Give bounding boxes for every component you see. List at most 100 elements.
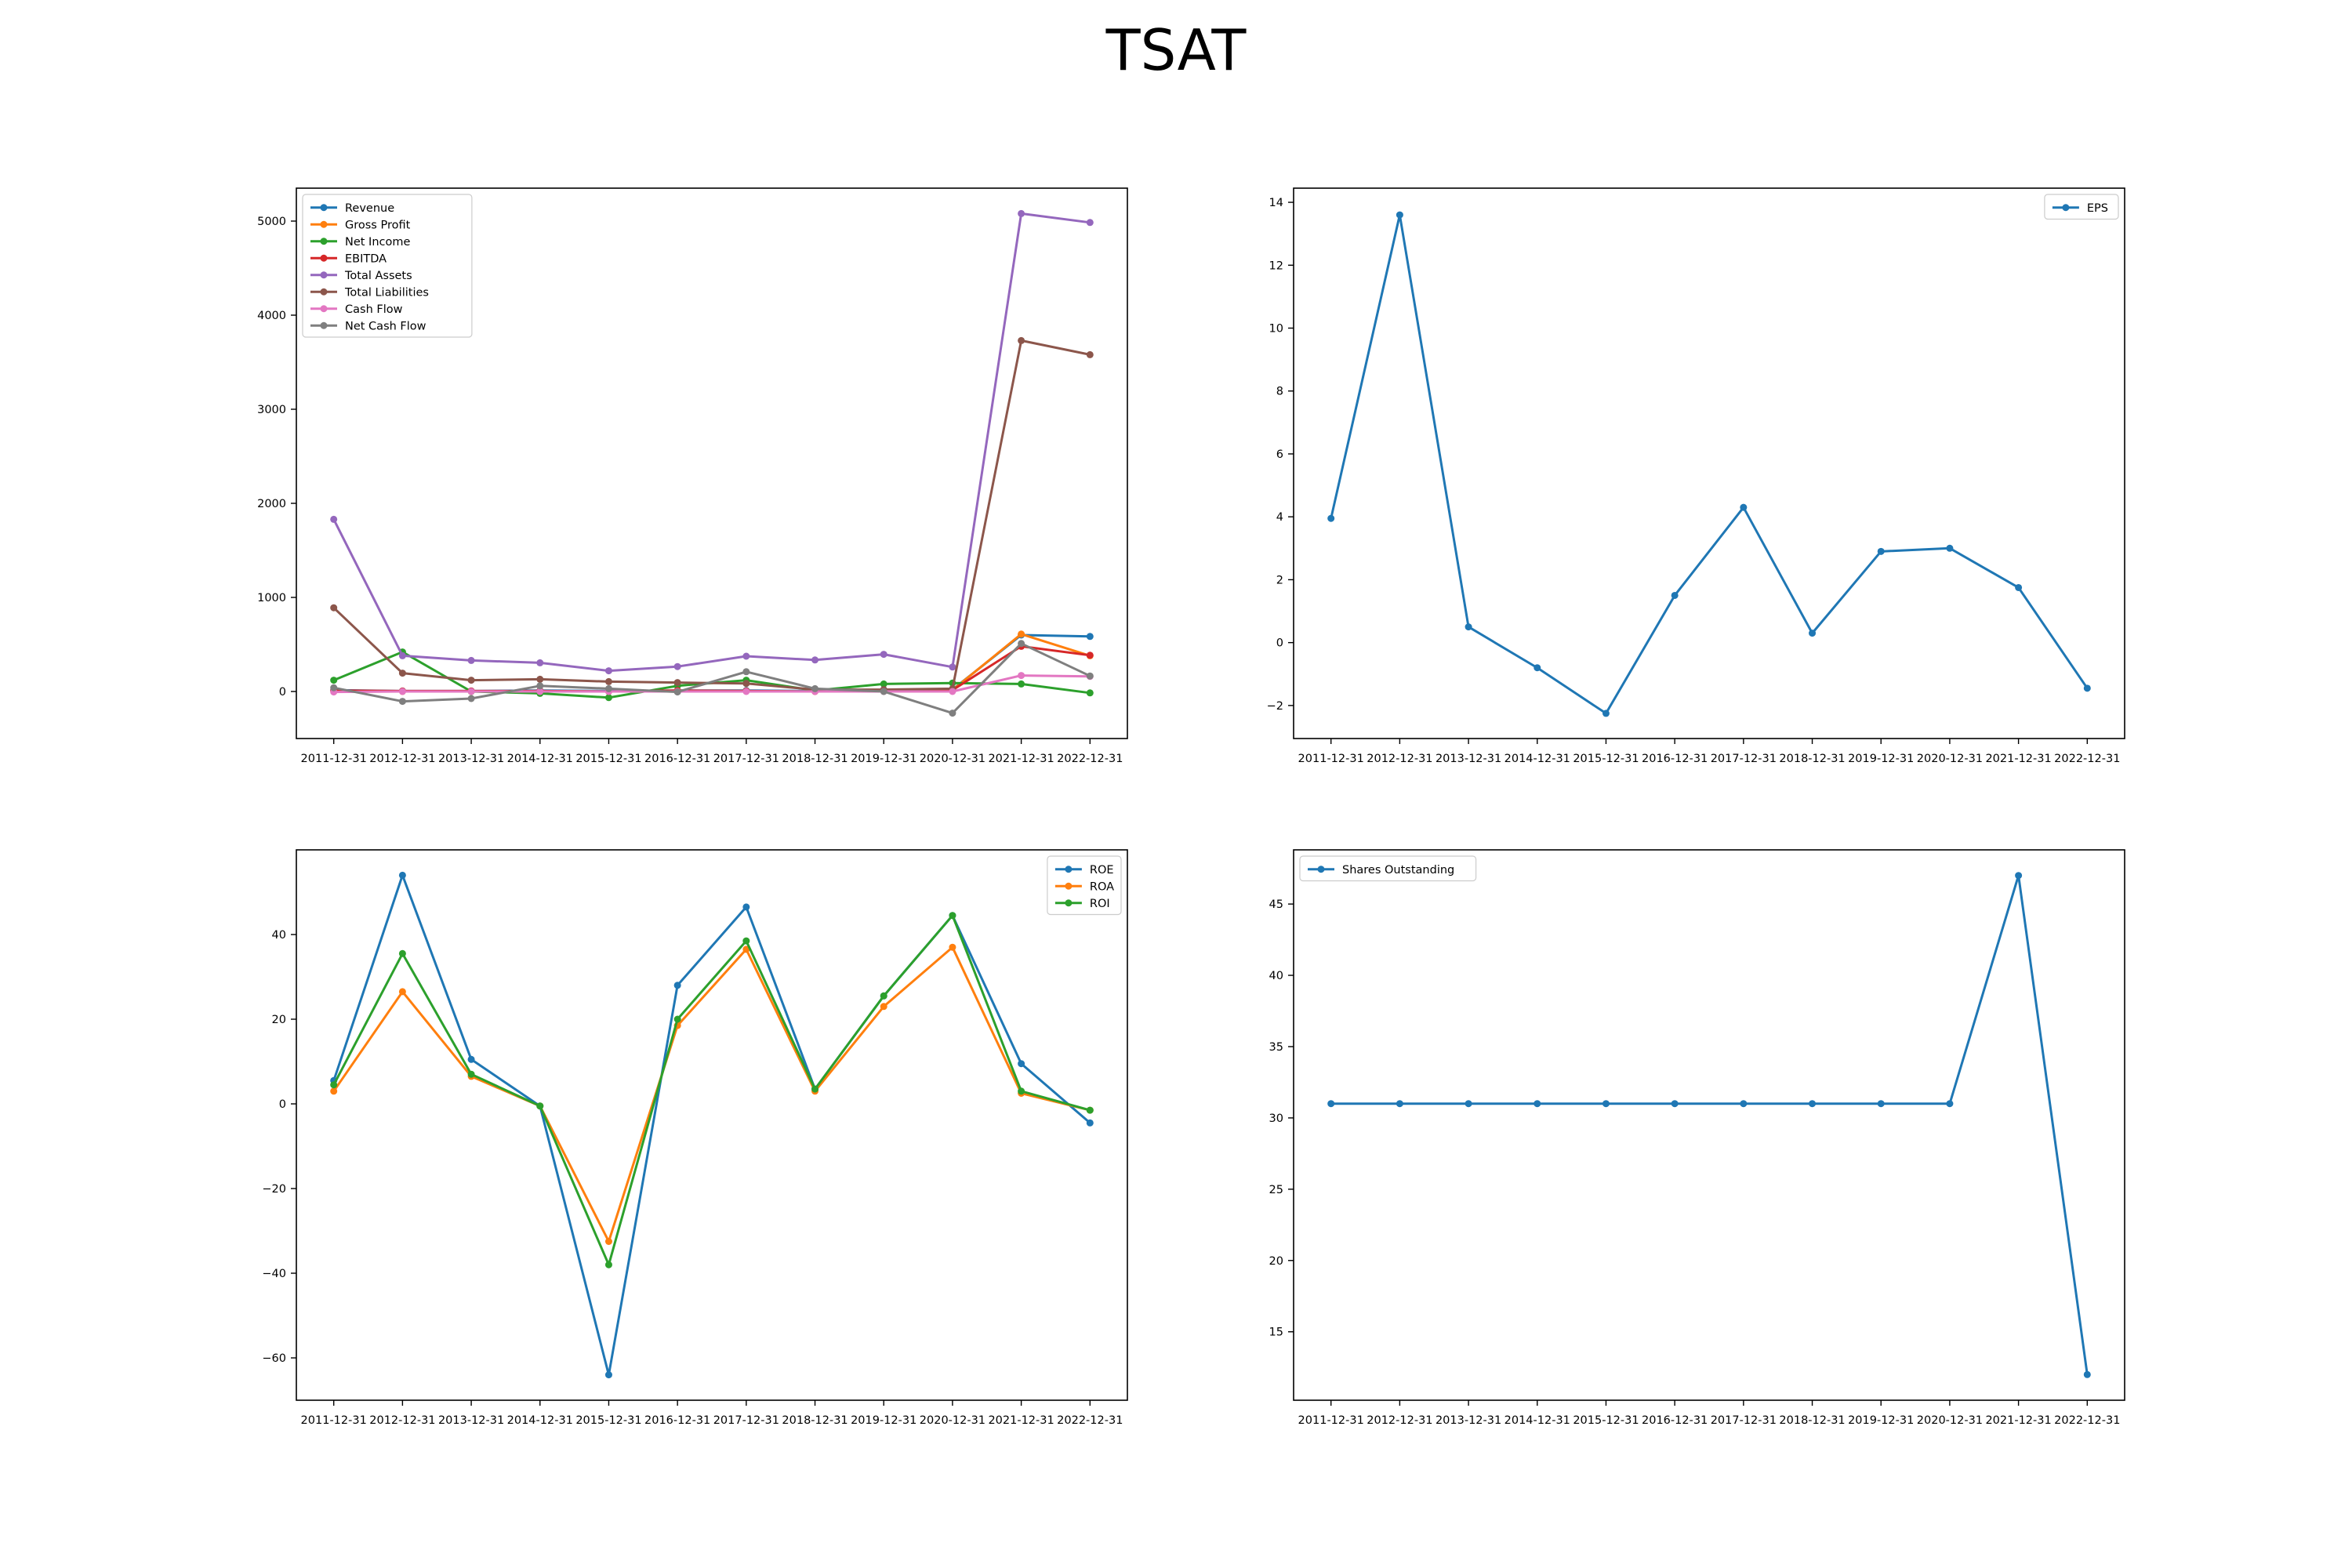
legend-marker-total-liabilities bbox=[320, 288, 328, 296]
legend-label-eps: EPS bbox=[2087, 202, 2108, 215]
y-tick-label: 15 bbox=[1269, 1327, 1283, 1339]
x-tick-label: 2020-12-31 bbox=[1917, 753, 1983, 765]
data-point-net-cash-flow bbox=[398, 698, 406, 706]
data-point-roe bbox=[1086, 1119, 1094, 1127]
data-point-roi bbox=[673, 1015, 681, 1023]
x-tick-label: 2019-12-31 bbox=[1848, 1414, 1914, 1427]
data-point-roi bbox=[536, 1102, 544, 1110]
x-tick-label: 2019-12-31 bbox=[851, 753, 916, 765]
legend-box bbox=[2044, 194, 2119, 220]
data-point-eps bbox=[1809, 630, 1817, 637]
data-point-total-assets bbox=[949, 663, 956, 671]
y-tick-label: 2 bbox=[1276, 574, 1283, 586]
legend-marker-gross-profit bbox=[320, 220, 328, 228]
data-point-total-assets bbox=[880, 651, 887, 659]
data-point-roa bbox=[949, 943, 956, 951]
legend-label-ebitda: EBITDA bbox=[345, 252, 387, 265]
data-point-eps bbox=[1671, 591, 1679, 599]
x-tick-label: 2014-12-31 bbox=[507, 753, 573, 765]
data-point-total-assets bbox=[811, 656, 819, 664]
data-point-gross-profit bbox=[1018, 630, 1025, 638]
data-point-total-assets bbox=[536, 659, 544, 666]
legend-marker-revenue bbox=[320, 204, 328, 212]
data-point-cash-flow bbox=[742, 688, 750, 695]
x-tick-label: 2016-12-31 bbox=[1642, 1414, 1708, 1427]
x-tick-label: 2015-12-31 bbox=[575, 1414, 641, 1427]
x-tick-label: 2018-12-31 bbox=[782, 753, 848, 765]
eps-chart: 2011-12-31 2012-12-31 2013-12-31 2014-12-31… bbox=[1267, 187, 2125, 765]
series-line-total-assets bbox=[332, 212, 1091, 673]
data-point-total-assets bbox=[604, 667, 612, 675]
x-tick-label: 2011-12-31 bbox=[1298, 753, 1364, 765]
data-point-roe bbox=[673, 982, 681, 989]
legend-box bbox=[302, 194, 473, 338]
legend-marker-cash-flow bbox=[320, 305, 328, 313]
legend-marker-roi bbox=[1065, 899, 1073, 907]
legend-box bbox=[1299, 855, 1477, 882]
data-point-eps bbox=[1740, 503, 1748, 511]
y-tick-label: 45 bbox=[1269, 898, 1283, 911]
data-point-total-assets bbox=[742, 652, 750, 660]
x-tick-label: 2018-12-31 bbox=[1779, 753, 1845, 765]
data-point-roa bbox=[742, 946, 750, 953]
data-point-shares-outstanding bbox=[1740, 1100, 1748, 1108]
data-point-roe bbox=[467, 1055, 475, 1063]
x-tick-label: 2015-12-31 bbox=[1573, 753, 1639, 765]
data-point-total-assets bbox=[673, 662, 681, 670]
data-point-shares-outstanding bbox=[1327, 1100, 1335, 1108]
y-tick-label: −20 bbox=[262, 1183, 286, 1196]
y-tick-label: −40 bbox=[262, 1268, 286, 1280]
x-tick-label: 2016-12-31 bbox=[644, 1414, 710, 1427]
y-tick-label: 35 bbox=[1269, 1041, 1283, 1054]
data-point-roi bbox=[949, 912, 956, 920]
data-point-total-liabilities bbox=[467, 677, 475, 684]
data-point-shares-outstanding bbox=[1602, 1100, 1610, 1108]
x-tick-label: 2022-12-31 bbox=[2054, 1414, 2120, 1427]
y-tick-label: 8 bbox=[1276, 386, 1283, 398]
x-tick-label: 2014-12-31 bbox=[1504, 753, 1570, 765]
x-tick-label: 2017-12-31 bbox=[713, 753, 779, 765]
data-point-roe bbox=[604, 1371, 612, 1379]
y-tick-label: 20 bbox=[272, 1014, 286, 1026]
data-point-net-cash-flow bbox=[742, 668, 750, 676]
data-point-eps bbox=[1602, 710, 1610, 717]
data-point-total-liabilities bbox=[330, 604, 338, 612]
data-point-ebitda bbox=[1086, 652, 1094, 659]
figure-title: TSAT bbox=[1105, 17, 1247, 83]
data-point-eps bbox=[2015, 583, 2023, 591]
x-tick-label: 2022-12-31 bbox=[1057, 753, 1123, 765]
x-tick-label: 2017-12-31 bbox=[713, 1414, 779, 1427]
data-point-roi bbox=[811, 1085, 819, 1093]
legend-label-shares-outstanding: Shares Outstanding bbox=[1342, 864, 1454, 877]
legend-label-roe: ROE bbox=[1090, 864, 1114, 877]
x-tick-label: 2022-12-31 bbox=[2054, 753, 2120, 765]
y-tick-label: 2000 bbox=[257, 498, 286, 510]
data-point-net-cash-flow bbox=[536, 682, 544, 690]
x-tick-label: 2015-12-31 bbox=[575, 753, 641, 765]
data-point-roa bbox=[398, 988, 406, 996]
x-tick-label: 2012-12-31 bbox=[1367, 753, 1432, 765]
data-point-net-cash-flow bbox=[1018, 640, 1025, 648]
y-tick-label: −60 bbox=[262, 1352, 286, 1365]
legend-marker-net-income bbox=[320, 238, 328, 245]
x-tick-label: 2013-12-31 bbox=[1436, 753, 1501, 765]
eps-legend: EPS bbox=[2044, 194, 2119, 220]
shares-axes-frame bbox=[1293, 849, 2125, 1401]
data-point-cash-flow bbox=[398, 688, 406, 695]
series-line-shares-outstanding bbox=[1330, 874, 2089, 1375]
data-point-shares-outstanding bbox=[1877, 1100, 1885, 1108]
financials-axes-frame bbox=[296, 187, 1128, 739]
returns-chart: 2011-12-31 2012-12-31 2013-12-31 2014-12-31… bbox=[262, 849, 1128, 1427]
data-point-total-liabilities bbox=[536, 675, 544, 683]
series-line-eps bbox=[1330, 213, 2089, 715]
x-tick-label: 2013-12-31 bbox=[438, 1414, 504, 1427]
x-tick-label: 2020-12-31 bbox=[920, 753, 985, 765]
data-point-shares-outstanding bbox=[1809, 1100, 1817, 1108]
y-tick-label: 25 bbox=[1269, 1184, 1283, 1196]
financials-chart: 2011-12-31 2012-12-31 2013-12-31 2014-12-31… bbox=[257, 187, 1128, 765]
series-line-net-cash-flow bbox=[333, 642, 1091, 715]
data-point-roe bbox=[742, 903, 750, 911]
data-point-roi bbox=[742, 937, 750, 945]
y-tick-label: 4 bbox=[1276, 511, 1283, 524]
y-tick-label: 3000 bbox=[257, 404, 286, 416]
